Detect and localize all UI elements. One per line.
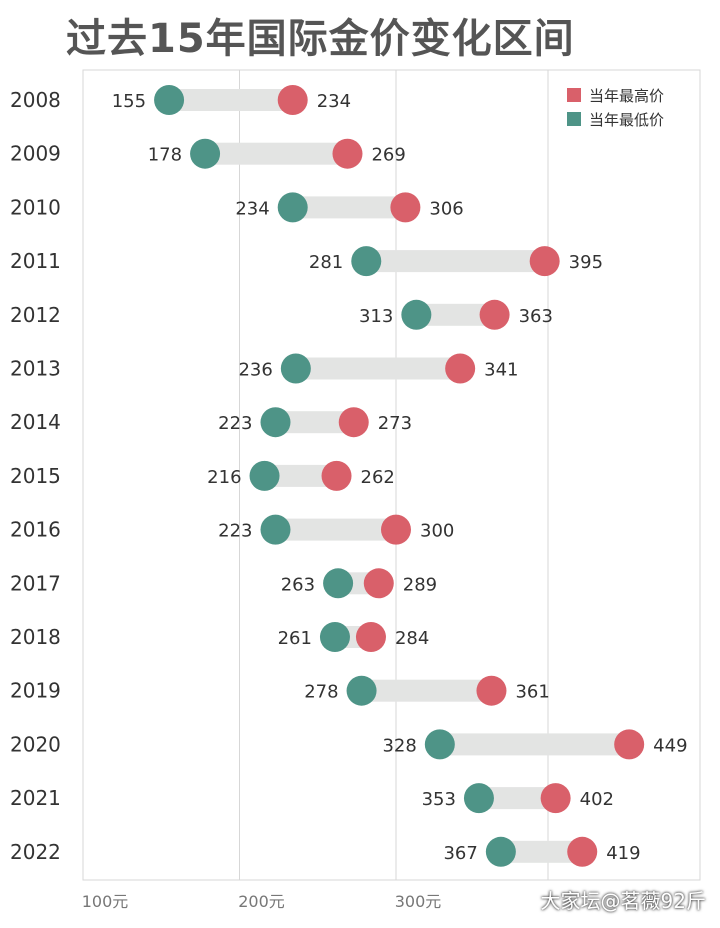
high-point bbox=[390, 192, 421, 223]
low-value-label: 178 bbox=[148, 145, 182, 166]
year-label: 2018 bbox=[10, 625, 61, 649]
range-bar bbox=[275, 411, 354, 434]
high-value-label: 449 bbox=[653, 735, 687, 756]
low-point bbox=[260, 407, 291, 438]
high-point bbox=[614, 729, 645, 760]
year-label: 2014 bbox=[10, 410, 61, 434]
legend-label-low: 当年最低价 bbox=[589, 111, 664, 129]
range-bar bbox=[264, 464, 337, 487]
low-point bbox=[401, 299, 432, 330]
high-value-label: 289 bbox=[403, 574, 437, 595]
high-value-label: 341 bbox=[484, 360, 518, 381]
low-point bbox=[280, 353, 311, 384]
low-value-label: 155 bbox=[112, 91, 146, 112]
high-value-label: 300 bbox=[420, 521, 454, 542]
low-value-label: 216 bbox=[207, 467, 241, 488]
range-bar bbox=[416, 303, 495, 326]
year-label: 2010 bbox=[10, 195, 61, 219]
high-point bbox=[338, 407, 369, 438]
low-point bbox=[154, 85, 185, 115]
low-value-label: 353 bbox=[422, 789, 456, 810]
chart-title: 过去15年国际金价变化区间 bbox=[66, 16, 575, 62]
range-bar bbox=[478, 787, 556, 810]
high-value-label: 284 bbox=[395, 628, 429, 649]
range-bar bbox=[205, 142, 348, 165]
low-value-label: 281 bbox=[309, 252, 343, 273]
high-value-label: 363 bbox=[519, 306, 553, 327]
range-bar bbox=[292, 196, 406, 219]
plot-frame bbox=[82, 69, 701, 881]
high-value-label: 269 bbox=[371, 145, 405, 166]
high-point bbox=[321, 460, 352, 491]
high-point bbox=[476, 675, 507, 706]
range-bar bbox=[366, 250, 545, 273]
high-point bbox=[567, 836, 598, 867]
low-point bbox=[319, 622, 350, 652]
year-label: 2016 bbox=[10, 518, 61, 542]
year-label: 2011 bbox=[10, 249, 61, 273]
year-label: 2008 bbox=[10, 88, 61, 112]
year-label: 2012 bbox=[10, 303, 61, 327]
low-value-label: 236 bbox=[238, 360, 272, 381]
high-point bbox=[277, 85, 308, 115]
low-point bbox=[463, 783, 494, 814]
low-point bbox=[260, 514, 291, 545]
low-point bbox=[351, 246, 382, 277]
low-point bbox=[249, 460, 280, 491]
legend-swatch-high bbox=[567, 88, 581, 102]
low-value-label: 261 bbox=[278, 628, 312, 649]
year-label: 2013 bbox=[10, 357, 61, 381]
high-value-label: 395 bbox=[569, 252, 603, 273]
year-label: 2009 bbox=[10, 142, 61, 166]
range-bar bbox=[169, 89, 293, 111]
year-label: 2017 bbox=[10, 571, 61, 595]
low-point bbox=[277, 192, 308, 223]
x-tick-label: 200元 bbox=[238, 892, 285, 911]
low-value-label: 328 bbox=[382, 735, 416, 756]
legend-label-high: 当年最高价 bbox=[589, 87, 664, 105]
high-point bbox=[355, 622, 386, 652]
low-point bbox=[323, 568, 354, 599]
high-value-label: 419 bbox=[606, 843, 640, 864]
year-label: 2021 bbox=[10, 786, 61, 810]
high-value-label: 262 bbox=[361, 467, 395, 488]
low-point bbox=[424, 729, 455, 760]
high-point bbox=[363, 568, 394, 599]
high-value-label: 402 bbox=[580, 789, 614, 810]
low-value-label: 223 bbox=[218, 521, 252, 542]
x-tick-label: 100元 bbox=[82, 892, 129, 911]
range-bar bbox=[500, 840, 583, 863]
low-point bbox=[485, 836, 516, 867]
low-value-label: 223 bbox=[218, 413, 252, 434]
high-value-label: 273 bbox=[378, 413, 412, 434]
year-label: 2015 bbox=[10, 464, 61, 488]
high-point bbox=[381, 514, 411, 545]
range-bar bbox=[295, 357, 461, 380]
low-value-label: 278 bbox=[304, 682, 338, 703]
range-bar bbox=[361, 679, 492, 702]
range-bar bbox=[439, 733, 630, 756]
year-label: 2020 bbox=[10, 732, 61, 756]
high-point bbox=[332, 138, 363, 169]
high-value-label: 234 bbox=[317, 91, 351, 112]
high-point bbox=[540, 783, 571, 814]
high-point bbox=[479, 299, 510, 330]
low-value-label: 313 bbox=[359, 306, 393, 327]
low-point bbox=[346, 675, 377, 706]
low-value-label: 234 bbox=[235, 198, 269, 219]
year-label: 2022 bbox=[10, 840, 61, 864]
legend-swatch-low bbox=[567, 112, 581, 126]
low-value-label: 263 bbox=[281, 574, 315, 595]
x-tick-label: 300元 bbox=[395, 892, 442, 911]
low-point bbox=[190, 138, 221, 169]
year-label: 2019 bbox=[10, 679, 61, 703]
high-value-label: 306 bbox=[429, 198, 463, 219]
high-value-label: 361 bbox=[515, 682, 549, 703]
range-bar bbox=[275, 518, 396, 541]
low-value-label: 367 bbox=[443, 843, 477, 864]
high-point bbox=[445, 353, 476, 384]
high-point bbox=[529, 246, 560, 277]
watermark-text: 大家坛@茗薇92斤 bbox=[540, 889, 706, 913]
